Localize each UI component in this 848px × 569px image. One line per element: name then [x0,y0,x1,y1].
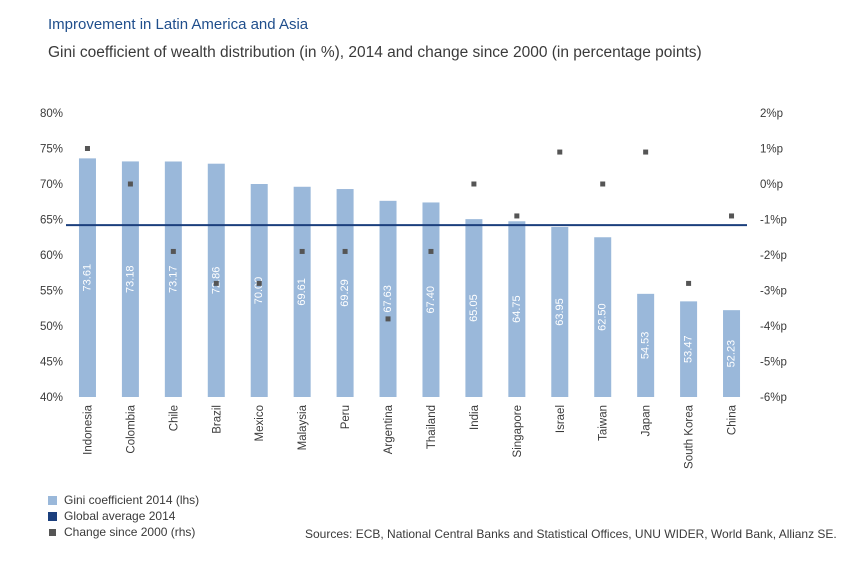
legend-label-average: Global average 2014 [64,509,176,523]
change-marker [84,146,90,151]
x-tick-label: Israel [555,405,567,433]
legend-item-bars: Gini coefficient 2014 (lhs) [48,492,199,508]
bar [207,163,225,397]
bar [551,226,569,397]
bar-value-label: 72.86 [210,267,222,295]
bar [121,161,139,397]
legend-swatch-bars [48,495,57,505]
change-marker [600,181,606,187]
y-right-tick-label: -4%p [760,321,787,333]
legend-swatch-change [49,528,56,536]
change-marker [127,181,133,187]
bar-value-label: 64.75 [511,295,523,323]
bar-value-label: 52.23 [726,340,738,368]
y-left-tick-label: 65% [40,215,63,227]
y-left-tick-label: 80% [40,108,63,120]
y-left-tick-label: 75% [40,144,63,156]
y-left-tick-label: 40% [40,392,63,404]
bar [164,161,182,397]
bar-value-label: 69.29 [339,279,351,307]
change-marker [729,213,735,219]
y-right-tick-label: 2%p [760,108,783,120]
bar-value-label: 54.53 [640,332,652,360]
y-right-tick-label: -2%p [760,250,787,262]
bar-value-label: 70.00 [253,277,265,305]
x-tick-label: South Korea [684,404,696,469]
y-right-tick-label: -1%p [760,215,787,227]
bar [723,310,741,397]
bar-value-label: 69.61 [296,278,308,306]
y-left-tick-label: 50% [40,321,63,333]
bar [680,301,698,397]
bar-value-label: 67.40 [425,286,437,314]
change-marker [256,280,262,286]
change-marker [428,248,434,254]
change-marker [342,248,348,254]
legend-item-change: Change since 2000 (rhs) [48,524,199,540]
y-left-tick-label: 70% [40,179,63,191]
bar-value-label: 73.17 [167,265,179,293]
x-tick-label: Thailand [426,405,438,449]
change-marker [557,149,563,155]
x-tick-label: China [727,404,739,435]
y-right-tick-label: -3%p [760,286,787,298]
x-tick-label: Brazil [211,405,223,434]
bar [336,189,354,397]
chart-title: Improvement in Latin America and Asia [48,16,309,33]
bar-value-label: 63.95 [554,298,566,326]
bar-value-label: 73.18 [124,265,136,293]
bar [637,293,655,397]
change-marker [385,316,391,322]
x-tick-label: Japan [641,405,653,436]
bar [78,158,96,397]
bar [508,221,526,397]
x-tick-label: Mexico [254,405,266,441]
source-note: Sources: ECB, National Central Banks and… [305,527,837,541]
change-marker [471,181,477,187]
legend-item-average: Global average 2014 [48,508,199,524]
bar [422,202,440,397]
legend-swatch-average [48,511,57,521]
y-right-tick-label: -5%p [760,357,787,369]
bar-value-label: 62.50 [597,303,609,331]
x-tick-label: Malaysia [297,404,309,450]
bar [293,186,311,397]
legend-label-bars: Gini coefficient 2014 (lhs) [64,493,200,507]
change-marker [643,149,649,155]
change-marker [686,280,692,286]
bar-value-label: 65.05 [468,294,480,322]
bar [379,200,397,397]
y-right-tick-label: 0%p [760,179,783,191]
y-left-tick-label: 45% [40,357,63,369]
y-right-tick-label: -6%p [760,392,787,404]
y-right-tick-label: 1%p [760,144,783,156]
change-marker [213,280,219,286]
change-marker [170,248,176,254]
x-tick-label: Argentina [383,404,395,454]
bar [594,237,612,397]
legend-label-change: Change since 2000 (rhs) [64,525,196,539]
x-tick-label: Colombia [125,404,137,453]
x-tick-label: Indonesia [82,404,94,454]
bar [250,184,268,397]
bar-value-label: 53.47 [683,335,695,363]
x-tick-label: India [469,404,481,430]
bar-value-label: 67.63 [382,285,394,313]
y-left-tick-label: 60% [40,250,63,262]
x-tick-label: Chile [168,405,180,431]
x-tick-label: Peru [340,405,352,429]
y-left-tick-label: 55% [40,286,63,298]
change-marker [514,213,520,219]
change-marker [299,248,305,254]
x-tick-label: Singapore [512,405,524,457]
x-tick-label: Taiwan [598,405,610,441]
chart-legend: Gini coefficient 2014 (lhs) Global avera… [48,492,199,540]
bar [465,219,483,397]
bar-value-label: 73.61 [81,264,93,292]
chart-subtitle: Gini coefficient of wealth distribution … [48,44,702,61]
